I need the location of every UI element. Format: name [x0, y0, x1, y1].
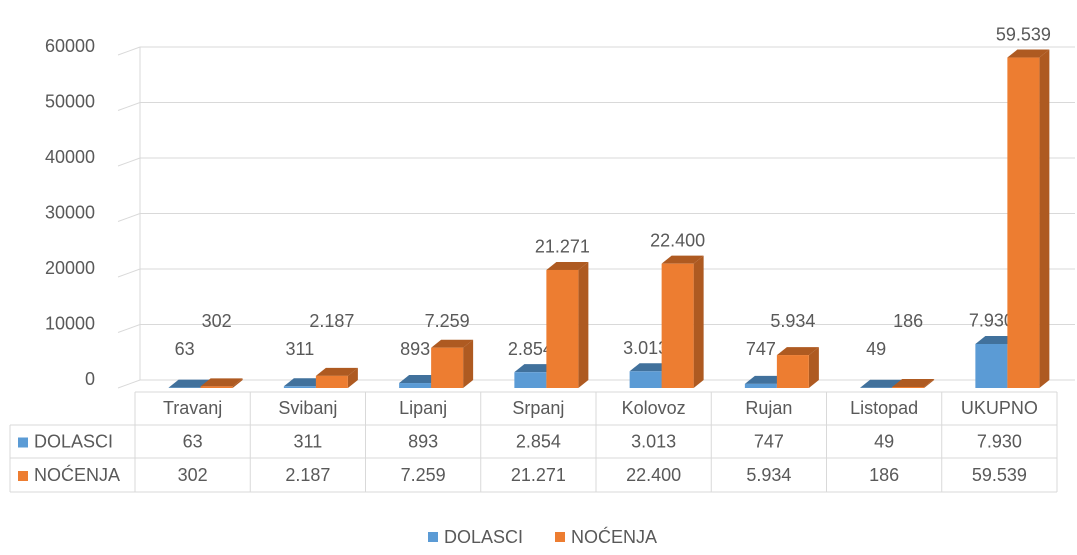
bar-face: [694, 256, 704, 388]
data-label: 22.400: [650, 230, 705, 250]
bar: [431, 340, 473, 388]
data-label: 186: [893, 311, 923, 331]
y-tick-label: 10000: [45, 313, 95, 333]
table-cell: 22.400: [626, 465, 681, 485]
table-cell: 186: [869, 465, 899, 485]
table-cell: 2.854: [516, 431, 561, 451]
table-row-label: DOLASCI: [34, 431, 113, 451]
grid-line-side: [118, 214, 140, 222]
data-label: 63: [175, 339, 195, 359]
grid-line-side: [118, 269, 140, 277]
category-label: Kolovoz: [622, 398, 686, 418]
bar: [662, 256, 704, 388]
table-cell: 49: [874, 431, 894, 451]
bar-face: [578, 262, 588, 388]
bar-face: [745, 384, 777, 388]
data-label: 49: [866, 339, 886, 359]
category-label: Listopad: [850, 398, 918, 418]
data-label: 7.259: [425, 311, 470, 331]
data-label: 747: [746, 339, 776, 359]
table-legend-key: [18, 471, 28, 481]
bar-face: [463, 340, 473, 388]
bar-face: [201, 386, 233, 388]
grid-line-side: [118, 380, 140, 388]
bar: [777, 347, 819, 388]
grid-line-side: [118, 325, 140, 333]
table-cell: 63: [183, 431, 203, 451]
bar-face: [1007, 58, 1039, 388]
table-legend-key: [18, 438, 28, 448]
grid-line-side: [118, 47, 140, 55]
y-tick-label: 20000: [45, 258, 95, 278]
legend-key: [428, 532, 438, 542]
table-cell: 311: [294, 431, 323, 451]
table-cell: 3.013: [631, 431, 676, 451]
bar-face: [316, 376, 348, 388]
data-label: 2.854: [508, 339, 553, 359]
table-row-label: NOĆENJA: [34, 464, 120, 485]
category-label: Lipanj: [399, 398, 447, 418]
legend-label: NOĆENJA: [571, 526, 657, 547]
table-cell: 893: [408, 431, 438, 451]
grid-line-side: [118, 158, 140, 166]
bar-face: [1039, 50, 1049, 388]
bar-face: [431, 348, 463, 388]
bar-face: [546, 270, 578, 388]
bar-face: [514, 372, 546, 388]
category-label: UKUPNO: [961, 398, 1038, 418]
bar-face: [777, 355, 809, 388]
data-label: 2.187: [309, 311, 354, 331]
bar-face: [630, 371, 662, 388]
y-tick-label: 40000: [45, 147, 95, 167]
bar-face: [975, 344, 1007, 388]
table-cell: 7.930: [977, 431, 1022, 451]
grid-line-side: [118, 103, 140, 111]
legend-label: DOLASCI: [444, 527, 523, 547]
table-cell: 2.187: [285, 465, 330, 485]
data-label: 3.013: [623, 338, 668, 358]
data-label: 311: [286, 339, 315, 359]
y-tick-label: 50000: [45, 91, 95, 111]
data-label: 302: [202, 311, 232, 331]
table-cell: 59.539: [972, 465, 1027, 485]
bar-face: [662, 264, 694, 388]
bar-face: [284, 386, 316, 388]
bar-face: [892, 387, 924, 388]
table-cell: 7.259: [401, 465, 446, 485]
table-cell: 747: [754, 431, 784, 451]
y-tick-label: 30000: [45, 202, 95, 222]
data-label: 21.271: [535, 237, 590, 257]
data-label: 59.539: [996, 24, 1051, 44]
data-label: 7.930: [969, 311, 1014, 331]
category-label: Rujan: [745, 398, 792, 418]
table-cell: 302: [178, 465, 208, 485]
table-cell: 5.934: [746, 465, 791, 485]
category-label: Travanj: [163, 398, 222, 418]
y-tick-label: 0: [85, 369, 95, 389]
data-label: 5.934: [770, 311, 815, 331]
bar: [546, 262, 588, 388]
category-label: Svibanj: [278, 398, 337, 418]
bar: [1007, 50, 1049, 388]
bar: [316, 368, 358, 388]
y-tick-label: 60000: [45, 36, 95, 56]
category-label: Srpanj: [512, 398, 564, 418]
table-cell: 21.271: [511, 465, 566, 485]
bar-face: [399, 383, 431, 388]
data-label: 893: [400, 339, 430, 359]
legend-key: [555, 532, 565, 542]
